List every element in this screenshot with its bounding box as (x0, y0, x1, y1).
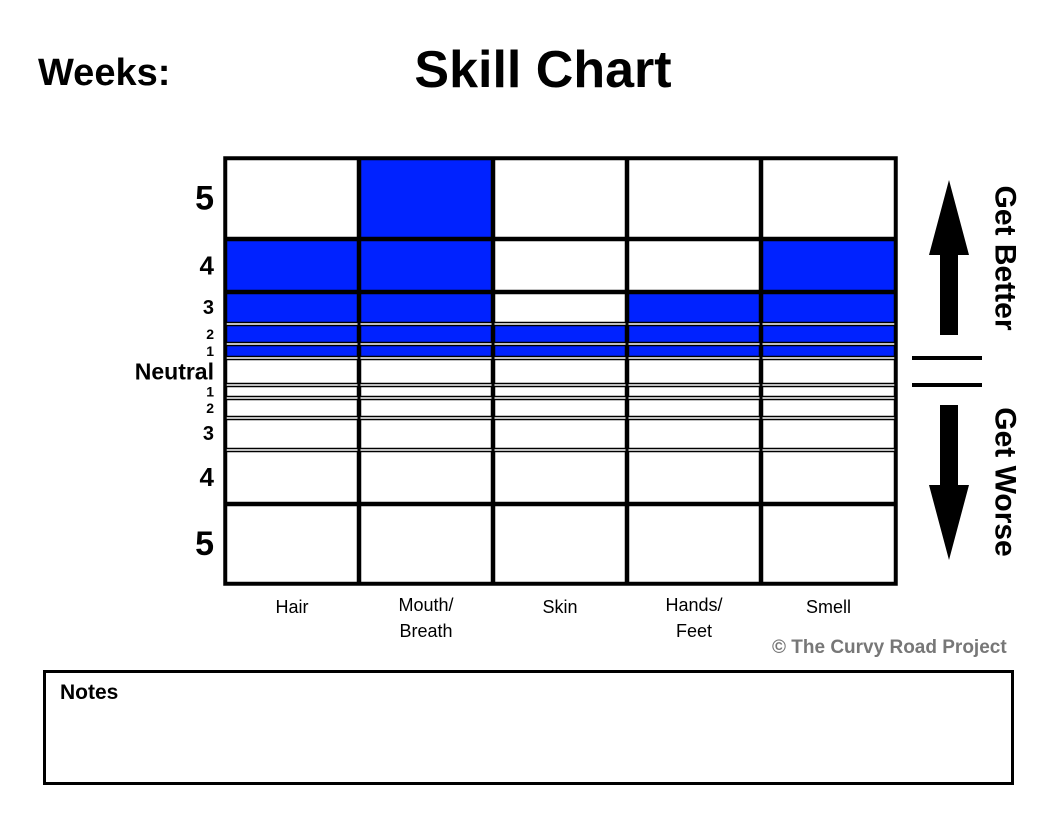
cell-smell-worse-2 (761, 398, 896, 418)
get-better-label: Get Better (989, 185, 1022, 330)
cell-hands-feet-worse-4 (627, 450, 761, 504)
cell-skin-worse-5 (493, 504, 627, 584)
cell-mouth-breath-neutral (359, 358, 493, 385)
category-label-mouth-breath: Mouth/Breath (398, 595, 453, 641)
cell-smell-better-2 (761, 324, 896, 344)
cell-mouth-breath-worse-2 (359, 398, 493, 418)
row-label-3: 3 (203, 423, 214, 445)
cell-smell-worse-5 (761, 504, 896, 584)
cell-hair-worse-1 (225, 385, 359, 398)
row-label-neutral: Neutral (135, 359, 214, 385)
cell-hands-feet-worse-2 (627, 398, 761, 418)
get-worse-label: Get Worse (989, 407, 1022, 557)
arrow-up-icon (929, 180, 969, 335)
cell-hands-feet-better-2 (627, 324, 761, 344)
category-label-smell: Smell (806, 597, 851, 617)
cell-smell-better-4 (761, 239, 896, 292)
cell-hair-worse-4 (225, 450, 359, 504)
cell-hair-worse-3 (225, 418, 359, 450)
cell-hair-better-2 (225, 324, 359, 344)
notes-label: Notes (60, 681, 119, 704)
row-label-5: 5 (195, 180, 214, 218)
cell-mouth-breath-better-3 (359, 292, 493, 324)
arrow-down-icon (929, 405, 969, 560)
cell-hands-feet-better-3 (627, 292, 761, 324)
cell-hands-feet-worse-5 (627, 504, 761, 584)
cell-smell-worse-1 (761, 385, 896, 398)
cell-smell-better-1 (761, 344, 896, 358)
cell-hands-feet-better-1 (627, 344, 761, 358)
cell-skin-better-4 (493, 239, 627, 292)
cell-hair-better-5 (225, 158, 359, 239)
cell-mouth-breath-better-4 (359, 239, 493, 292)
weeks-label: Weeks: (38, 52, 171, 94)
cell-skin-better-1 (493, 344, 627, 358)
cell-hair-worse-5 (225, 504, 359, 584)
row-label-1: 1 (206, 343, 214, 359)
cell-hair-better-3 (225, 292, 359, 324)
cell-skin-neutral (493, 358, 627, 385)
cell-mouth-breath-better-2 (359, 324, 493, 344)
row-label-2: 2 (206, 326, 214, 342)
cell-hair-neutral (225, 358, 359, 385)
cell-mouth-breath-better-1 (359, 344, 493, 358)
cell-skin-worse-4 (493, 450, 627, 504)
row-label-2: 2 (206, 400, 214, 416)
cell-skin-worse-2 (493, 398, 627, 418)
cell-mouth-breath-worse-1 (359, 385, 493, 398)
row-label-4: 4 (200, 251, 215, 281)
cell-skin-better-3 (493, 292, 627, 324)
cell-mouth-breath-worse-5 (359, 504, 493, 584)
notes-box[interactable]: Notes (43, 670, 1014, 785)
chart-border (223, 156, 898, 586)
copyright-credit: © The Curvy Road Project (772, 637, 1007, 658)
row-label-1: 1 (206, 384, 214, 400)
cell-smell-neutral (761, 358, 896, 385)
row-label-4: 4 (200, 462, 215, 492)
cell-hair-better-1 (225, 344, 359, 358)
cell-hands-feet-neutral (627, 358, 761, 385)
cell-hands-feet-worse-1 (627, 385, 761, 398)
cell-hands-feet-worse-3 (627, 418, 761, 450)
cell-hair-worse-2 (225, 398, 359, 418)
cell-smell-worse-3 (761, 418, 896, 450)
cell-hands-feet-better-5 (627, 158, 761, 239)
row-label-3: 3 (203, 297, 214, 319)
cell-mouth-breath-worse-4 (359, 450, 493, 504)
category-label-hands-feet: Hands/Feet (665, 595, 722, 641)
neutral-marker-bar (912, 383, 982, 387)
row-label-5: 5 (195, 525, 214, 563)
cell-smell-better-5 (761, 158, 896, 239)
cell-skin-worse-1 (493, 385, 627, 398)
cell-smell-better-3 (761, 292, 896, 324)
category-label-skin: Skin (542, 597, 577, 617)
neutral-marker-bar (912, 356, 982, 360)
chart-title: Skill Chart (414, 41, 672, 99)
cell-hands-feet-better-4 (627, 239, 761, 292)
cell-smell-worse-4 (761, 450, 896, 504)
cell-hair-better-4 (225, 239, 359, 292)
cell-skin-worse-3 (493, 418, 627, 450)
cell-skin-better-5 (493, 158, 627, 239)
cell-skin-better-2 (493, 324, 627, 344)
cell-mouth-breath-worse-3 (359, 418, 493, 450)
cell-mouth-breath-better-5 (359, 158, 493, 239)
category-label-hair: Hair (275, 597, 308, 617)
